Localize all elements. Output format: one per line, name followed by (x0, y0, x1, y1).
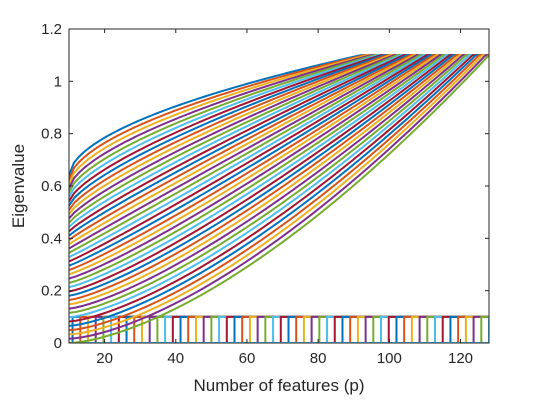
upper-eigen-curve (69, 54, 489, 340)
upper-eigen-curve (69, 54, 489, 224)
upper-eigen-curve (69, 54, 489, 259)
upper-eigen-curve (69, 54, 489, 228)
upper-eigen-curve (69, 54, 489, 289)
upper-eigen-curve (69, 54, 489, 332)
upper-eigen-curve (69, 54, 489, 198)
x-tick-label: 120 (448, 350, 473, 367)
upper-eigen-curve (69, 54, 489, 271)
upper-eigen-curve (69, 54, 489, 254)
upper-eigen-curve (69, 54, 489, 314)
upper-eigen-curve (69, 54, 489, 280)
y-axis-label: Eigenvalue (9, 144, 28, 228)
y-tick-label: 0.2 (41, 283, 62, 300)
upper-eigen-curve (69, 54, 489, 267)
upper-eigen-curve (69, 54, 489, 263)
x-tick-label: 60 (239, 350, 256, 367)
x-tick-label: 80 (310, 350, 327, 367)
upper-eigen-curve (69, 54, 489, 293)
upper-eigen-curve (69, 54, 489, 297)
upper-eigen-curve (69, 54, 489, 194)
upper-eigen-curve (69, 54, 489, 343)
upper-eigen-curve (69, 54, 489, 211)
upper-eigen-curve (69, 54, 489, 276)
upper-eigen-curve (69, 54, 489, 306)
upper-eigen-curve (69, 54, 489, 220)
upper-eigen-curve (69, 54, 489, 185)
upper-eigen-curve (69, 54, 489, 246)
upper-eigen-curve (69, 54, 489, 215)
y-tick-label: 0.8 (41, 126, 62, 143)
upper-eigen-curve (69, 54, 489, 189)
upper-eigen-curve (69, 54, 489, 250)
upper-eigen-curve (69, 54, 489, 241)
upper-eigen-curve (69, 54, 489, 207)
upper-eigen-curve (69, 54, 489, 323)
y-tick-label: 0.6 (41, 178, 62, 195)
y-tick-label: 1 (54, 73, 62, 90)
upper-eigen-curve (69, 54, 489, 319)
upper-eigen-curve (69, 54, 489, 233)
ticks-layer: 20 40 60 80 100 120 0 0.2 0.4 0.6 0.8 1 1.2 (41, 21, 489, 367)
upper-eigen-curve (69, 54, 489, 302)
upper-eigen-curve (69, 54, 489, 336)
x-axis-label: Number of features (p) (193, 376, 364, 395)
upper-eigen-curve (69, 54, 489, 237)
upper-eigen-curve (69, 54, 489, 202)
y-tick-label: 0 (54, 335, 62, 352)
x-tick-label: 20 (96, 350, 113, 367)
upper-eigen-curve (69, 54, 489, 310)
upper-eigen-curve (69, 54, 489, 176)
y-tick-label: 0.4 (41, 230, 62, 247)
upper-eigen-curve (69, 54, 489, 181)
y-tick-label: 1.2 (41, 21, 62, 38)
upper-eigen-curve (69, 54, 489, 284)
x-tick-label: 40 (167, 350, 184, 367)
upper-eigen-curve (69, 54, 489, 327)
x-tick-label: 100 (377, 350, 402, 367)
